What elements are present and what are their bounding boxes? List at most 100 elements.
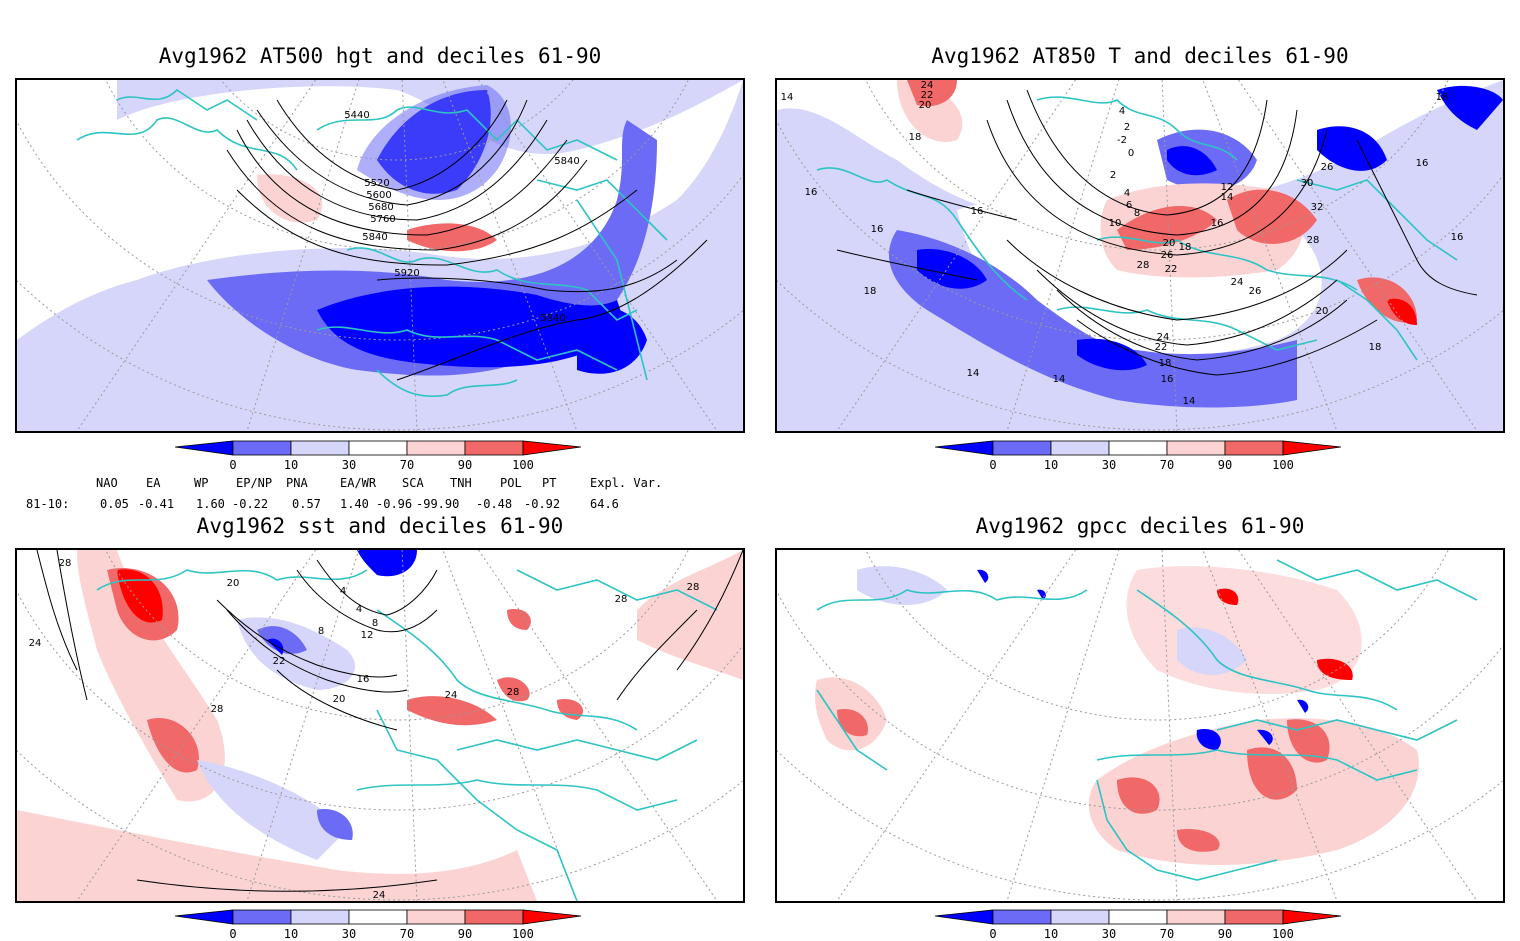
- contour-label: 5840: [362, 232, 387, 243]
- shade-mid-blue-north: [357, 85, 511, 200]
- contour-label: 18: [909, 132, 922, 143]
- index-value: 64.6: [590, 497, 619, 511]
- colorbar-tick: 70: [399, 927, 415, 941]
- panel-title-at500: Avg1962 AT500 hgt and deciles 61-90: [158, 44, 602, 68]
- colorbar-segment: [290, 909, 350, 925]
- contour-labels: 24 22 20 18 14 16 16 16 18 4 2 0 -2 2 4 …: [781, 80, 1464, 407]
- map-sst: 28 24 20 4 8 12 4 8 16 20 22 24 28 28 28…: [17, 550, 743, 901]
- contour-label: 28: [507, 687, 520, 698]
- index-value: 0.57: [292, 497, 321, 511]
- contour-label: 5920: [394, 268, 419, 279]
- contour-label: 26: [1249, 286, 1262, 297]
- colorbar-svg: [934, 909, 1342, 925]
- colorbar-sst: 0 10 30 70 90 100: [174, 909, 585, 941]
- contour-label: 30: [1301, 178, 1314, 189]
- colorbar-segment: [1108, 909, 1168, 925]
- contour-label: 14: [1053, 374, 1066, 385]
- colorbar-segment: [464, 440, 524, 456]
- colorbar-tick: 100: [512, 458, 534, 472]
- contour-labels: 28 24 20 4 8 12 4 8 16 20 22 24 28 28 28…: [29, 558, 700, 901]
- shade-dark-blue-north: [1167, 146, 1217, 176]
- colorbar-tick: 10: [1043, 458, 1059, 472]
- contour-label: 16: [805, 187, 818, 198]
- shade-light-blue-europe: [1177, 627, 1247, 675]
- colorbar-svg: [174, 909, 582, 925]
- contour-label: 5840: [554, 156, 579, 167]
- colorbar-svg: [174, 440, 582, 456]
- colorbar-tick: 0: [229, 927, 237, 941]
- contour-label: 20: [1316, 306, 1329, 317]
- contour-label: 24: [445, 690, 458, 701]
- grid-layer: [777, 80, 1503, 431]
- colorbar-tick: 100: [1272, 927, 1294, 941]
- contour-label: 24: [1157, 332, 1170, 343]
- index-header: EP/NP: [236, 476, 273, 490]
- coastline-layer: [816, 559, 1478, 881]
- contour-label: 0: [1128, 148, 1134, 159]
- colorbar-segment: [290, 440, 350, 456]
- shade-red-east: [1217, 588, 1353, 680]
- colorbar-segment: [348, 909, 408, 925]
- map-gpcc: [777, 550, 1503, 901]
- colorbar-tick: 70: [1159, 927, 1175, 941]
- contour-label: 4: [1124, 188, 1130, 199]
- colorbar-segment: [934, 440, 994, 456]
- contour-label: 24: [1231, 277, 1244, 288]
- colorbar-tick: 0: [989, 927, 997, 941]
- contour-label: 16: [1161, 374, 1174, 385]
- contour-label: 4: [340, 586, 346, 597]
- shade-mid-blue: [888, 230, 1297, 408]
- map-panel-sst: 28 24 20 4 8 12 4 8 16 20 22 24 28 28 28…: [15, 548, 745, 903]
- contour-label: 16: [1416, 158, 1429, 169]
- shade-light-blue: [197, 617, 356, 860]
- index-header: PT: [542, 476, 557, 490]
- colorbar-tick: 70: [1159, 458, 1175, 472]
- contour-label: 18: [1436, 92, 1449, 103]
- contour-label: 26: [1321, 162, 1334, 173]
- shade-dark-blue-ne: [1317, 85, 1503, 171]
- contour-label: 5760: [370, 214, 395, 225]
- colorbar-tick: 10: [283, 927, 299, 941]
- shade-red-america: [837, 709, 868, 737]
- shade-dark-blue-2: [1077, 338, 1147, 371]
- colorbar-segment: [1050, 909, 1110, 925]
- colorbar-segment: [232, 909, 292, 925]
- contour-label: 24: [373, 890, 386, 901]
- contour-label: 12: [361, 630, 374, 641]
- colorbar-segment: [406, 440, 466, 456]
- index-header: NAO: [96, 476, 118, 490]
- contour-label: 28: [1137, 260, 1150, 271]
- grid-layer: [17, 550, 743, 901]
- coastline-layer: [816, 96, 1458, 361]
- grid-layer: [777, 550, 1503, 901]
- colorbar-segment: [1166, 440, 1226, 456]
- contour-label: 22: [1155, 342, 1168, 353]
- contour-label: 8: [1134, 208, 1140, 219]
- colorbar-segment: [174, 440, 234, 456]
- contour-label: 24: [921, 80, 934, 91]
- contour-label: 2: [1124, 122, 1130, 133]
- shade-red-north: [907, 80, 957, 107]
- contour-label: 28: [211, 704, 224, 715]
- contour-layer: [836, 89, 1478, 376]
- contour-label: 18: [864, 286, 877, 297]
- shade-dark-blue-east: [577, 306, 647, 374]
- shade-dark-red-west: [117, 569, 163, 623]
- colorbar-tick: 100: [1272, 458, 1294, 472]
- shade-red-center: [1117, 189, 1317, 250]
- shading-layer: [777, 550, 1503, 901]
- map-at850: 24 22 20 18 14 16 16 16 18 4 2 0 -2 2 4 …: [777, 80, 1503, 431]
- contour-label: 18: [1369, 342, 1382, 353]
- colorbar-tick: 90: [1217, 458, 1233, 472]
- coastline-layer: [96, 569, 718, 901]
- contour-label: 5840: [540, 313, 565, 324]
- index-header: WP: [194, 476, 209, 490]
- map-panel-at500: 5440 5520 5600 5680 5760 5840 5840 5920 …: [15, 78, 745, 433]
- shade-dark-blue-arc: [317, 286, 627, 368]
- colorbar-segment: [1224, 909, 1284, 925]
- shade-red: [407, 223, 497, 252]
- colorbar-segment: [464, 909, 524, 925]
- contour-label: 18: [1179, 242, 1192, 253]
- index-header: EA/WR: [340, 476, 377, 490]
- colorbar-segment: [934, 909, 994, 925]
